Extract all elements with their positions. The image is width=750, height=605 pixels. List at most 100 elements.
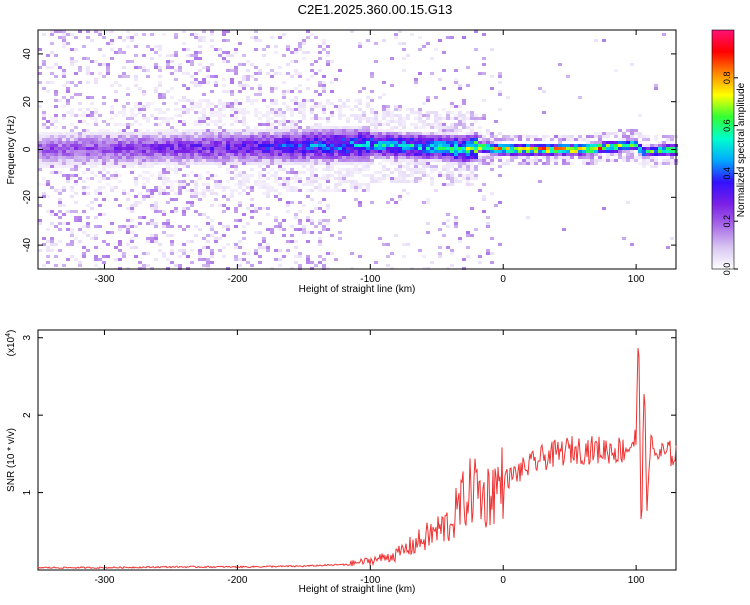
spectrogram-cell	[638, 162, 642, 165]
spectrogram-cell	[250, 264, 254, 267]
spectrogram-cell	[266, 162, 270, 165]
spectrogram-cell	[646, 147, 650, 150]
spectrogram-cell	[190, 192, 194, 195]
spectrogram-cell	[110, 189, 114, 192]
spectrogram-cell	[386, 147, 390, 150]
spectrogram-cell	[482, 57, 486, 60]
spectrogram-cell	[346, 147, 350, 150]
spectrogram-cell	[286, 249, 290, 252]
spectrogram-cell	[466, 147, 470, 150]
spectrogram-cell	[202, 183, 206, 186]
spectrogram-cell	[350, 168, 354, 171]
spectrogram-cell	[122, 66, 126, 69]
spectrogram-cell	[302, 171, 306, 174]
spectrogram-cell	[102, 132, 106, 135]
spectrogram-cell	[154, 234, 158, 237]
spectrogram-cell	[230, 189, 234, 192]
spectrogram-cell	[230, 162, 234, 165]
spectrogram-cell	[282, 177, 286, 180]
spectrogram-cell	[162, 93, 166, 96]
spectrogram-cell	[466, 165, 470, 168]
spectrogram-cell	[130, 138, 134, 141]
spectrogram-cell	[266, 171, 270, 174]
spectrogram-cell	[302, 132, 306, 135]
spectrogram-cell	[326, 129, 330, 132]
spectrogram-cell	[398, 162, 402, 165]
spectrogram-cell	[218, 156, 222, 159]
spectrogram-cell	[146, 264, 150, 267]
spectrogram-cell	[486, 129, 490, 132]
spectrogram-cell	[414, 144, 418, 147]
spectrogram-cell	[302, 231, 306, 234]
spectrogram-cell	[210, 111, 214, 114]
spectrogram-cell	[94, 156, 98, 159]
spectrogram-cell	[402, 177, 406, 180]
spectrogram-cell	[98, 189, 102, 192]
spectrogram-cell	[270, 36, 274, 39]
spectrogram-cell	[102, 174, 106, 177]
spectrogram-cell	[334, 171, 338, 174]
spectrogram-cell	[302, 147, 306, 150]
spectrogram-cell	[218, 162, 222, 165]
spectrogram-cell	[318, 207, 322, 210]
spectrogram-cell	[110, 138, 114, 141]
spectrogram-cell	[434, 168, 438, 171]
spectrogram-cell	[94, 255, 98, 258]
spectrogram-cell	[106, 69, 110, 72]
spectrogram-cell	[94, 153, 98, 156]
spectrogram-cell	[654, 162, 658, 165]
spectrogram-cell	[174, 114, 178, 117]
spectrogram-cell	[410, 162, 414, 165]
spectrogram-cell	[346, 117, 350, 120]
spectrogram-cell	[594, 153, 598, 156]
spectrogram-cell	[366, 105, 370, 108]
spectrogram-cell	[498, 159, 502, 162]
spectrogram-cell	[126, 243, 130, 246]
spectrogram-cell	[438, 78, 442, 81]
spectrogram-cell	[498, 147, 502, 150]
spectrogram-cell	[162, 183, 166, 186]
spectrogram-cell	[330, 81, 334, 84]
spectrogram-cell	[318, 201, 322, 204]
spectrogram-cell	[206, 135, 210, 138]
spectrogram-cell	[94, 132, 98, 135]
spectrogram-cell	[286, 138, 290, 141]
spectrogram-cell	[350, 135, 354, 138]
spectrogram-cell	[210, 90, 214, 93]
spectrogram-cell	[214, 48, 218, 51]
spectrogram-cell	[238, 144, 242, 147]
spectrogram-cell	[626, 156, 630, 159]
spectrogram-cell	[286, 126, 290, 129]
spectrogram-cell	[98, 138, 102, 141]
spectrogram-cell	[162, 117, 166, 120]
spectrogram-cell	[586, 141, 590, 144]
spectrogram-cell	[206, 162, 210, 165]
spectrogram-cell	[194, 105, 198, 108]
spectrogram-cell	[406, 180, 410, 183]
spectrogram-cell	[658, 147, 662, 150]
spectrogram-cell	[478, 147, 482, 150]
spectrogram-cell	[266, 111, 270, 114]
spectrogram-cell	[622, 147, 626, 150]
spectrogram-cell	[266, 144, 270, 147]
spectrogram-cell	[142, 69, 146, 72]
spectrogram-cell	[62, 222, 66, 225]
spectrogram-cell	[306, 36, 310, 39]
spectrogram-cell	[222, 84, 226, 87]
spectrogram-cell	[390, 198, 394, 201]
spectrogram-cell	[458, 153, 462, 156]
spectrogram-cell	[310, 126, 314, 129]
spectrogram-cell	[390, 147, 394, 150]
spectrogram-cell	[274, 159, 278, 162]
spectrogram-cell	[374, 138, 378, 141]
spectrogram-cell	[46, 162, 50, 165]
spectrogram-cell	[50, 135, 54, 138]
spectrogram-cell	[138, 150, 142, 153]
spectrogram-cell	[426, 132, 430, 135]
spectrogram-cell	[126, 147, 130, 150]
spectrogram-cell	[142, 33, 146, 36]
spectrogram-cell	[398, 180, 402, 183]
spectrogram-cell	[106, 129, 110, 132]
spectrogram-cell	[430, 135, 434, 138]
